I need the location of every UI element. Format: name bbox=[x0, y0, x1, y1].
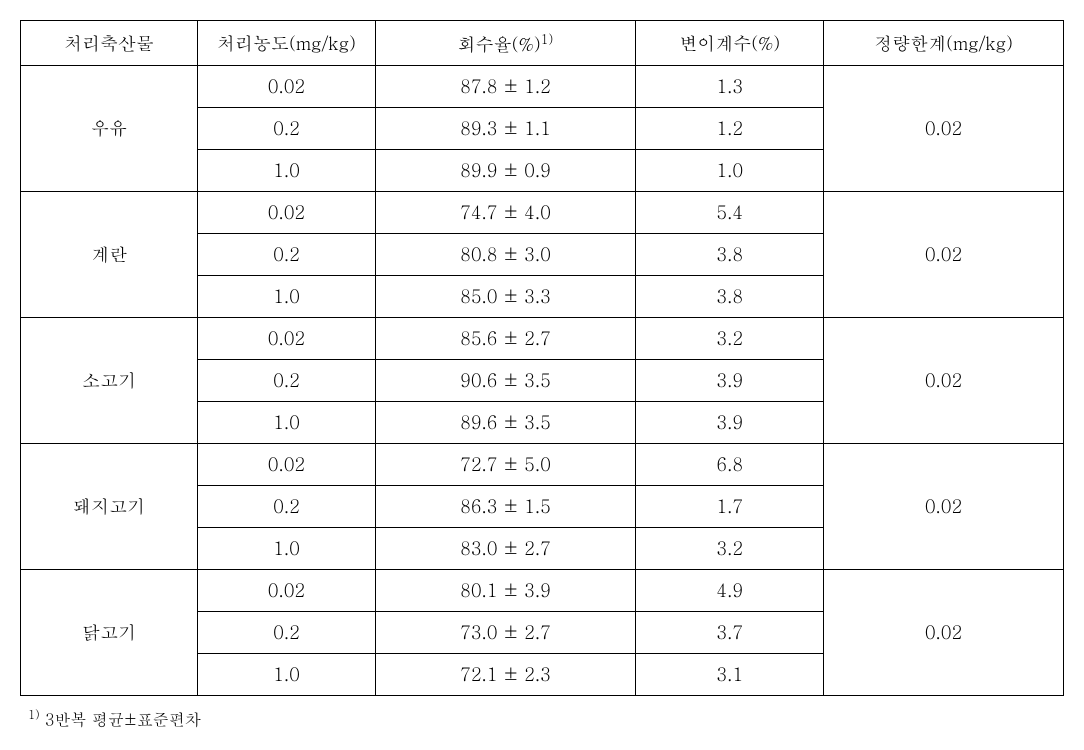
cell-loq: 0.02 bbox=[824, 192, 1064, 318]
cell-recovery: 85.6 ± 2.7 bbox=[375, 318, 636, 360]
cell-concentration: 0.02 bbox=[198, 570, 375, 612]
cell-cv: 3.8 bbox=[636, 234, 824, 276]
cell-concentration: 0.2 bbox=[198, 486, 375, 528]
cell-cv: 3.2 bbox=[636, 528, 824, 570]
cell-loq: 0.02 bbox=[824, 66, 1064, 192]
cell-concentration: 1.0 bbox=[198, 528, 375, 570]
cell-loq: 0.02 bbox=[824, 318, 1064, 444]
cell-concentration: 1.0 bbox=[198, 402, 375, 444]
cell-recovery: 89.6 ± 3.5 bbox=[375, 402, 636, 444]
table-row: 소고기0.0285.6 ± 2.73.20.02 bbox=[21, 318, 1064, 360]
footnote: 1) 3반복 평균±표준편차 bbox=[20, 706, 1064, 730]
cell-recovery: 74.7 ± 4.0 bbox=[375, 192, 636, 234]
table-row: 닭고기0.0280.1 ± 3.94.90.02 bbox=[21, 570, 1064, 612]
cell-cv: 1.3 bbox=[636, 66, 824, 108]
cell-concentration: 1.0 bbox=[198, 150, 375, 192]
header-loq: 정량한계(mg/kg) bbox=[824, 21, 1064, 66]
cell-loq: 0.02 bbox=[824, 444, 1064, 570]
cell-recovery: 87.8 ± 1.2 bbox=[375, 66, 636, 108]
cell-concentration: 0.2 bbox=[198, 360, 375, 402]
cell-concentration: 1.0 bbox=[198, 276, 375, 318]
cell-sample: 계란 bbox=[21, 192, 198, 318]
cell-sample: 우유 bbox=[21, 66, 198, 192]
cell-recovery: 72.7 ± 5.0 bbox=[375, 444, 636, 486]
cell-cv: 1.7 bbox=[636, 486, 824, 528]
footnote-text: 3반복 평균±표준편차 bbox=[40, 707, 201, 730]
table-row: 돼지고기0.0272.7 ± 5.06.80.02 bbox=[21, 444, 1064, 486]
header-recovery: 회수율(%)1) bbox=[375, 21, 636, 66]
cell-cv: 3.1 bbox=[636, 654, 824, 696]
cell-concentration: 0.2 bbox=[198, 234, 375, 276]
header-concentration: 처리농도(mg/kg) bbox=[198, 21, 375, 66]
cell-concentration: 0.02 bbox=[198, 318, 375, 360]
cell-concentration: 0.02 bbox=[198, 192, 375, 234]
cell-recovery: 73.0 ± 2.7 bbox=[375, 612, 636, 654]
cell-concentration: 0.02 bbox=[198, 444, 375, 486]
cell-concentration: 0.2 bbox=[198, 612, 375, 654]
cell-cv: 3.8 bbox=[636, 276, 824, 318]
cell-sample: 돼지고기 bbox=[21, 444, 198, 570]
data-table: 처리축산물 처리농도(mg/kg) 회수율(%)1) 변이계수(%) 정량한계(… bbox=[20, 20, 1064, 696]
cell-recovery: 83.0 ± 2.7 bbox=[375, 528, 636, 570]
cell-recovery: 86.3 ± 1.5 bbox=[375, 486, 636, 528]
cell-recovery: 89.3 ± 1.1 bbox=[375, 108, 636, 150]
cell-cv: 6.8 bbox=[636, 444, 824, 486]
header-cv: 변이계수(%) bbox=[636, 21, 824, 66]
header-sample: 처리축산물 bbox=[21, 21, 198, 66]
cell-recovery: 80.8 ± 3.0 bbox=[375, 234, 636, 276]
table-row: 우유0.0287.8 ± 1.21.30.02 bbox=[21, 66, 1064, 108]
cell-cv: 1.0 bbox=[636, 150, 824, 192]
cell-recovery: 80.1 ± 3.9 bbox=[375, 570, 636, 612]
cell-cv: 3.7 bbox=[636, 612, 824, 654]
cell-cv: 3.2 bbox=[636, 318, 824, 360]
footnote-sup: 1) bbox=[28, 706, 40, 723]
cell-concentration: 0.02 bbox=[198, 66, 375, 108]
cell-cv: 3.9 bbox=[636, 402, 824, 444]
cell-concentration: 0.2 bbox=[198, 108, 375, 150]
cell-concentration: 1.0 bbox=[198, 654, 375, 696]
cell-cv: 5.4 bbox=[636, 192, 824, 234]
cell-recovery: 90.6 ± 3.5 bbox=[375, 360, 636, 402]
cell-cv: 4.9 bbox=[636, 570, 824, 612]
cell-sample: 소고기 bbox=[21, 318, 198, 444]
table-row: 계란0.0274.7 ± 4.05.40.02 bbox=[21, 192, 1064, 234]
table-body: 우유0.0287.8 ± 1.21.30.020.289.3 ± 1.11.21… bbox=[21, 66, 1064, 696]
cell-loq: 0.02 bbox=[824, 570, 1064, 696]
header-row: 처리축산물 처리농도(mg/kg) 회수율(%)1) 변이계수(%) 정량한계(… bbox=[21, 21, 1064, 66]
cell-cv: 1.2 bbox=[636, 108, 824, 150]
cell-recovery: 85.0 ± 3.3 bbox=[375, 276, 636, 318]
cell-recovery: 89.9 ± 0.9 bbox=[375, 150, 636, 192]
cell-cv: 3.9 bbox=[636, 360, 824, 402]
cell-sample: 닭고기 bbox=[21, 570, 198, 696]
cell-recovery: 72.1 ± 2.3 bbox=[375, 654, 636, 696]
